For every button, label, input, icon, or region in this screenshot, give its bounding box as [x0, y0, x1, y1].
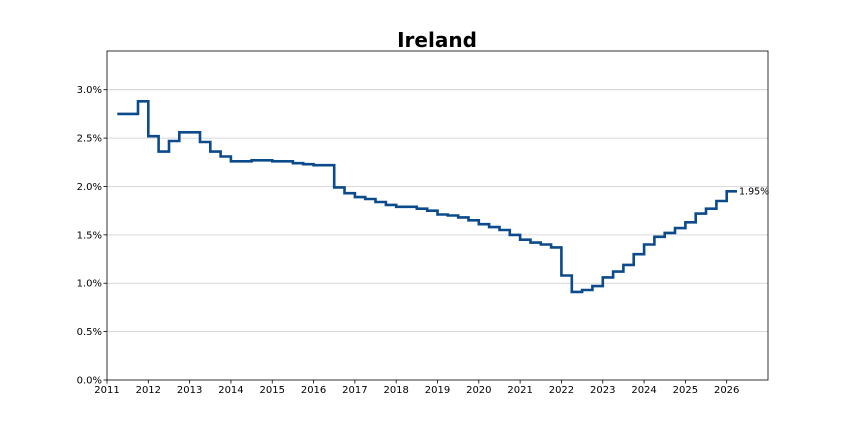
x-tick-label: 2015	[260, 385, 285, 396]
x-tick-label: 2022	[549, 385, 574, 396]
x-tick-label: 2018	[383, 385, 408, 396]
x-tick-label: 2024	[631, 385, 656, 396]
y-tick-label: 0.5%	[77, 327, 102, 338]
x-tick-label: 2019	[425, 385, 450, 396]
x-tick-label: 2020	[466, 385, 491, 396]
x-tick-label: 2021	[507, 385, 532, 396]
x-tick-label: 2012	[136, 385, 161, 396]
end-value-label: 1.95%	[739, 186, 769, 197]
x-tick-label: 2017	[342, 385, 367, 396]
y-tick-label: 1.0%	[77, 279, 102, 290]
y-tick-label: 1.5%	[77, 230, 102, 241]
series-layer: 1.95%	[117, 100, 769, 294]
x-tick-label: 2016	[301, 385, 326, 396]
gridlines	[107, 89, 768, 333]
x-tick-label: 2026	[714, 385, 739, 396]
x-tick-label: 2023	[590, 385, 615, 396]
y-axis: 0.0% 0.5% 1.0% 1.5% 2.0% 2.5% 3.0%	[77, 85, 107, 387]
x-axis: 2011 2012 2013 2014 2015 2016 2017 2018 2019 2020…	[94, 380, 739, 396]
x-tick-label: 2011	[94, 385, 119, 396]
series-line	[117, 100, 737, 294]
y-tick-label: 0.0%	[77, 376, 102, 387]
x-tick-label: 2014	[218, 385, 243, 396]
chart-title: Ireland	[397, 28, 477, 52]
y-tick-label: 2.0%	[77, 182, 102, 193]
x-tick-label: 2013	[177, 385, 202, 396]
x-tick-label: 2025	[673, 385, 698, 396]
y-tick-label: 2.5%	[77, 134, 102, 145]
y-tick-label: 3.0%	[77, 85, 102, 96]
